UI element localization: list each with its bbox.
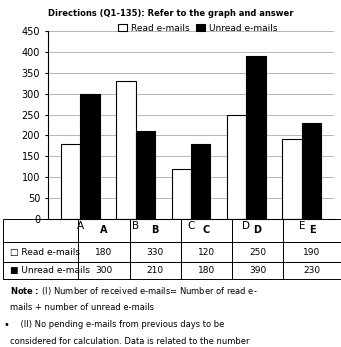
Bar [181,262,232,279]
Text: 250: 250 [249,247,266,256]
Bar [172,169,191,219]
Text: ■ Unread e-mails: ■ Unread e-mails [10,266,90,275]
Text: 180: 180 [95,247,113,256]
Legend: Read e-mails, Unread e-mails: Read e-mails, Unread e-mails [114,20,281,36]
Text: □ Read e-mails: □ Read e-mails [10,247,80,256]
Text: (II) No pending e-mails from previous days to be: (II) No pending e-mails from previous da… [10,320,225,329]
Bar [3,262,78,279]
Text: 180: 180 [198,266,215,275]
Text: 330: 330 [147,247,164,256]
Text: •: • [4,320,10,330]
Bar [181,219,232,242]
Bar [116,81,136,219]
Text: B: B [151,225,159,235]
Text: 210: 210 [147,266,164,275]
Text: 190: 190 [303,247,321,256]
Bar [302,123,321,219]
Text: Directions (Q1-135): Refer to the graph and answer: Directions (Q1-135): Refer to the graph … [48,9,293,18]
Bar [3,242,78,262]
Text: D: D [253,225,262,235]
Bar [130,262,181,279]
Bar [130,242,181,262]
Bar [78,262,130,279]
Text: 300: 300 [95,266,113,275]
Bar [283,242,341,262]
Bar [232,242,283,262]
Bar [283,219,341,242]
Text: mails + number of unread e-mails: mails + number of unread e-mails [10,303,154,312]
Bar [61,144,80,219]
Text: 390: 390 [249,266,266,275]
Bar [78,242,130,262]
Bar [282,139,302,219]
Bar [130,219,181,242]
Bar [232,219,283,242]
Bar [246,56,266,219]
Text: considered for calculation. Data is related to the number: considered for calculation. Data is rela… [10,337,250,346]
Bar [283,262,341,279]
Bar [3,219,78,242]
Text: $\bf{Note:}$ (I) Number of received e-mails= Number of read e-: $\bf{Note:}$ (I) Number of received e-ma… [10,285,258,297]
Bar [80,94,100,219]
Bar [181,242,232,262]
Text: 230: 230 [303,266,321,275]
Bar [78,219,130,242]
Text: E: E [309,225,315,235]
Bar [227,115,246,219]
Bar [191,144,210,219]
Text: 120: 120 [198,247,215,256]
Bar [136,131,155,219]
Bar [232,262,283,279]
Text: C: C [203,225,210,235]
Text: A: A [100,225,108,235]
